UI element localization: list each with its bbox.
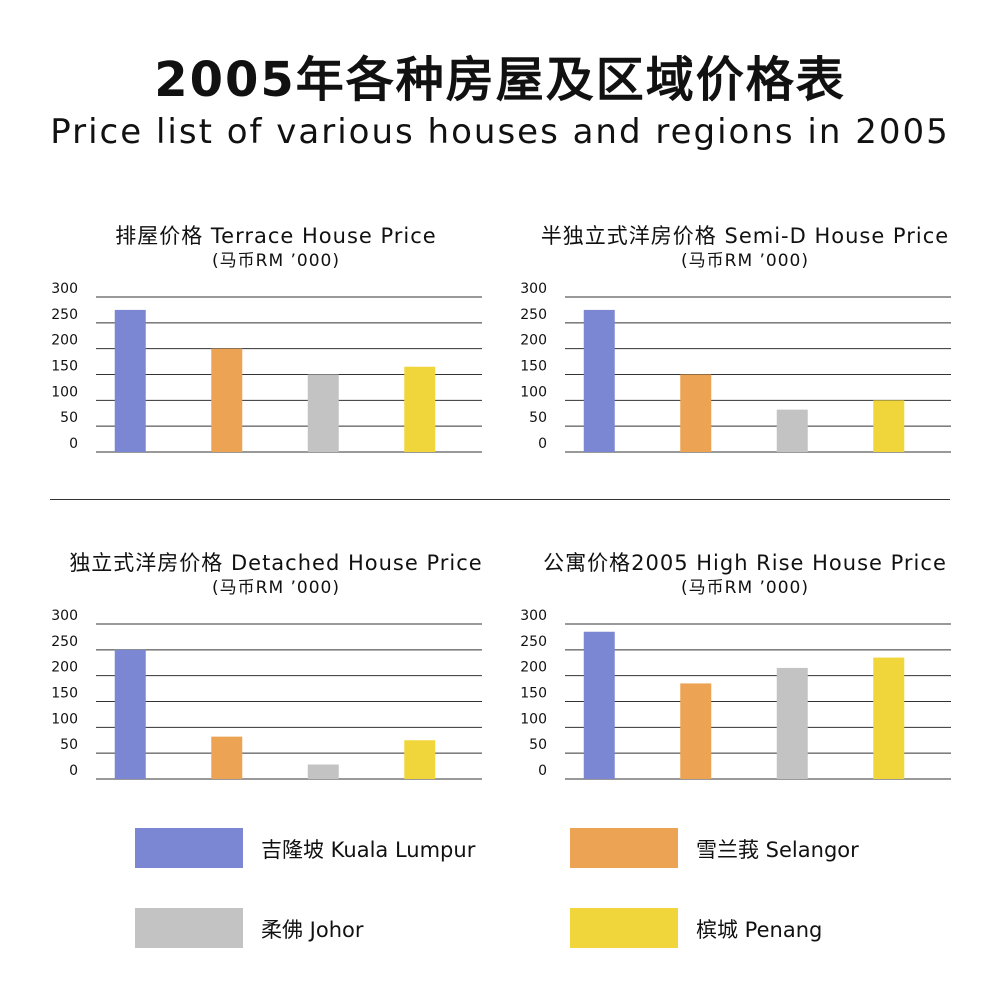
bar — [680, 683, 712, 779]
y-tick-label: 100 — [51, 384, 78, 400]
bar — [680, 374, 712, 452]
y-tick-label: 200 — [51, 660, 78, 676]
y-tick-label: 50 — [60, 737, 78, 753]
bar — [873, 657, 905, 779]
bar — [211, 348, 243, 452]
chart-panel-semi-d: 半独立式洋房价格 Semi-D House Price (马币RM ’000) … — [505, 220, 985, 520]
y-tick-label: 150 — [51, 359, 78, 375]
y-tick-label: 250 — [51, 307, 78, 323]
y-tick-label: 150 — [520, 686, 547, 702]
bar-chart-semi-d: 300 250 200 150 100 50 0 — [520, 281, 951, 453]
y-tick-label: 100 — [520, 384, 547, 400]
legend-swatch — [570, 908, 678, 948]
chart-panel-detached: 独立式洋房价格 Detached House Price (马币RM ’000)… — [36, 547, 516, 847]
y-tick-label: 0 — [538, 436, 547, 452]
bar — [583, 309, 615, 452]
bar — [776, 409, 808, 452]
y-tick-label: 250 — [51, 634, 78, 650]
chart-unit: (马币RM ’000) — [681, 578, 809, 598]
section-divider — [50, 499, 950, 500]
bar — [404, 366, 436, 452]
y-tick-label: 150 — [520, 359, 547, 375]
page-title-en: Price list of various houses and regions… — [50, 112, 950, 152]
bar-chart-high-rise: 300 250 200 150 100 50 0 — [520, 608, 951, 780]
legend-label: 柔佛 Johor — [261, 918, 364, 942]
legend-swatch — [135, 828, 243, 868]
y-tick-label: 100 — [520, 711, 547, 727]
bar — [114, 309, 146, 452]
y-tick-label: 200 — [520, 333, 547, 349]
legend-label: 吉隆坡 Kuala Lumpur — [261, 838, 476, 862]
y-tick-label: 0 — [538, 763, 547, 779]
page-title-zh: 2005年各种房屋及区域价格表 — [154, 52, 846, 108]
bar — [404, 740, 436, 779]
chart-title: 公寓价格2005 High Rise House Price — [543, 551, 947, 575]
y-tick-label: 50 — [60, 410, 78, 426]
chart-title: 排屋价格 Terrace House Price — [115, 224, 437, 248]
y-tick-label: 200 — [51, 333, 78, 349]
y-tick-label: 300 — [520, 608, 547, 624]
y-tick-label: 50 — [529, 737, 547, 753]
y-tick-label: 300 — [520, 281, 547, 297]
bar — [583, 631, 615, 779]
y-tick-label: 0 — [69, 763, 78, 779]
legend-label: 雪兰莪 Selangor — [696, 838, 859, 862]
y-tick-label: 150 — [51, 686, 78, 702]
chart-unit: (马币RM ’000) — [212, 251, 340, 271]
chart-unit: (马币RM ’000) — [681, 251, 809, 271]
bar-chart-detached: 300 250 200 150 100 50 0 — [51, 608, 482, 780]
bar-chart-terrace: 300 250 200 150 100 50 0 — [51, 281, 482, 453]
chart-unit: (马币RM ’000) — [212, 578, 340, 598]
bar — [307, 374, 339, 452]
chart-panel-high-rise: 公寓价格2005 High Rise House Price (马币RM ’00… — [505, 547, 985, 847]
bar — [211, 736, 243, 779]
bar — [776, 667, 808, 779]
y-tick-label: 50 — [529, 410, 547, 426]
bar — [873, 400, 905, 452]
chart-title: 半独立式洋房价格 Semi-D House Price — [540, 224, 950, 248]
bar — [114, 649, 146, 779]
y-tick-label: 0 — [69, 436, 78, 452]
legend-swatch — [135, 908, 243, 948]
chart-panel-terrace: 排屋价格 Terrace House Price (马币RM ’000) 300… — [36, 220, 516, 520]
y-tick-label: 200 — [520, 660, 547, 676]
y-tick-label: 250 — [520, 307, 547, 323]
legend-label: 槟城 Penang — [696, 918, 823, 942]
chart-title: 独立式洋房价格 Detached House Price — [69, 551, 483, 575]
bar — [307, 764, 339, 779]
y-tick-label: 300 — [51, 608, 78, 624]
y-tick-label: 100 — [51, 711, 78, 727]
y-tick-label: 300 — [51, 281, 78, 297]
legend-swatch — [570, 828, 678, 868]
y-tick-label: 250 — [520, 634, 547, 650]
